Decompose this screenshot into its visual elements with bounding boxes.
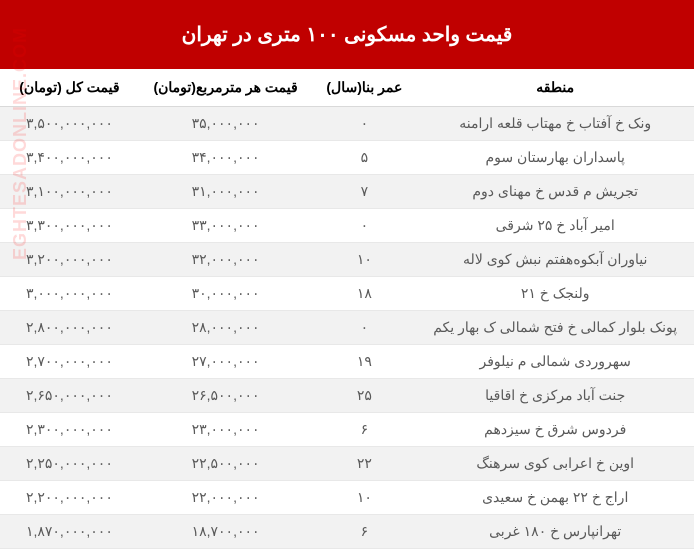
cell-total-price: ۳,۴۰۰,۰۰۰,۰۰۰ xyxy=(0,141,139,175)
table-row: ونک خ آفتاب خ مهتاب قلعه ارامنه۰۳۵,۰۰۰,۰… xyxy=(0,107,694,141)
cell-region: فردوس شرق خ سیزدهم xyxy=(416,413,694,447)
cell-region: تهرانپارس خ ۱۸۰ غربی xyxy=(416,515,694,549)
cell-age: ۶ xyxy=(312,515,416,549)
header-age: عمر بنا(سال) xyxy=(312,69,416,107)
cell-region: ولنجک خ ۲۱ xyxy=(416,277,694,311)
cell-price-per-m: ۳۰,۰۰۰,۰۰۰ xyxy=(139,277,313,311)
header-price-per-m: قیمت هر مترمربع(تومان) xyxy=(139,69,313,107)
cell-age: ۰ xyxy=(312,311,416,345)
cell-price-per-m: ۲۸,۰۰۰,۰۰۰ xyxy=(139,311,313,345)
cell-total-price: ۳,۰۰۰,۰۰۰,۰۰۰ xyxy=(0,277,139,311)
cell-total-price: ۳,۳۰۰,۰۰۰,۰۰۰ xyxy=(0,209,139,243)
cell-total-price: ۲,۸۰۰,۰۰۰,۰۰۰ xyxy=(0,311,139,345)
cell-total-price: ۳,۱۰۰,۰۰۰,۰۰۰ xyxy=(0,175,139,209)
cell-region: امیر آباد خ ۲۵ شرقی xyxy=(416,209,694,243)
cell-age: ۱۰ xyxy=(312,243,416,277)
cell-age: ۱۸ xyxy=(312,277,416,311)
cell-age: ۰ xyxy=(312,209,416,243)
table-row: امیر آباد خ ۲۵ شرقی۰۳۳,۰۰۰,۰۰۰۳,۳۰۰,۰۰۰,… xyxy=(0,209,694,243)
cell-age: ۱۹ xyxy=(312,345,416,379)
cell-price-per-m: ۳۵,۰۰۰,۰۰۰ xyxy=(139,107,313,141)
table-row: پونک بلوار کمالی خ فتح شمالی ک بهار یکم۰… xyxy=(0,311,694,345)
price-table-container: { "title": "قیمت واحد مسکونی ۱۰۰ متری در… xyxy=(0,0,694,549)
cell-region: اراج خ ۲۲ بهمن خ سعیدی xyxy=(416,481,694,515)
price-table: منطقه عمر بنا(سال) قیمت هر مترمربع(تومان… xyxy=(0,69,694,549)
cell-total-price: ۱,۸۷۰,۰۰۰,۰۰۰ xyxy=(0,515,139,549)
table-row: اراج خ ۲۲ بهمن خ سعیدی۱۰۲۲,۰۰۰,۰۰۰۲,۲۰۰,… xyxy=(0,481,694,515)
cell-age: ۲۵ xyxy=(312,379,416,413)
cell-total-price: ۲,۲۵۰,۰۰۰,۰۰۰ xyxy=(0,447,139,481)
header-row: منطقه عمر بنا(سال) قیمت هر مترمربع(تومان… xyxy=(0,69,694,107)
cell-age: ۵ xyxy=(312,141,416,175)
cell-region: تجریش م قدس خ مهنای دوم xyxy=(416,175,694,209)
cell-price-per-m: ۲۲,۰۰۰,۰۰۰ xyxy=(139,481,313,515)
cell-region: سهروردی شمالی م نیلوفر xyxy=(416,345,694,379)
cell-total-price: ۲,۲۰۰,۰۰۰,۰۰۰ xyxy=(0,481,139,515)
header-region: منطقه xyxy=(416,69,694,107)
cell-price-per-m: ۱۸,۷۰۰,۰۰۰ xyxy=(139,515,313,549)
header-total-price: قیمت کل (تومان) xyxy=(0,69,139,107)
cell-total-price: ۲,۳۰۰,۰۰۰,۰۰۰ xyxy=(0,413,139,447)
cell-region: ونک خ آفتاب خ مهتاب قلعه ارامنه xyxy=(416,107,694,141)
cell-price-per-m: ۲۲,۵۰۰,۰۰۰ xyxy=(139,447,313,481)
cell-age: ۷ xyxy=(312,175,416,209)
cell-price-per-m: ۲۳,۰۰۰,۰۰۰ xyxy=(139,413,313,447)
table-row: اوین خ اعرابی کوی سرهنگ۲۲۲۲,۵۰۰,۰۰۰۲,۲۵۰… xyxy=(0,447,694,481)
cell-price-per-m: ۳۱,۰۰۰,۰۰۰ xyxy=(139,175,313,209)
table-row: فردوس شرق خ سیزدهم۶۲۳,۰۰۰,۰۰۰۲,۳۰۰,۰۰۰,۰… xyxy=(0,413,694,447)
cell-region: جنت آباد مرکزی خ اقاقیا xyxy=(416,379,694,413)
cell-price-per-m: ۲۶,۵۰۰,۰۰۰ xyxy=(139,379,313,413)
cell-region: نیاوران آبکوه‌هفتم نبش کوی لاله xyxy=(416,243,694,277)
table-row: پاسداران بهارستان سوم۵۳۴,۰۰۰,۰۰۰۳,۴۰۰,۰۰… xyxy=(0,141,694,175)
cell-age: ۲۲ xyxy=(312,447,416,481)
table-row: تجریش م قدس خ مهنای دوم۷۳۱,۰۰۰,۰۰۰۳,۱۰۰,… xyxy=(0,175,694,209)
cell-age: ۶ xyxy=(312,413,416,447)
cell-total-price: ۲,۶۵۰,۰۰۰,۰۰۰ xyxy=(0,379,139,413)
cell-price-per-m: ۳۳,۰۰۰,۰۰۰ xyxy=(139,209,313,243)
table-row: جنت آباد مرکزی خ اقاقیا۲۵۲۶,۵۰۰,۰۰۰۲,۶۵۰… xyxy=(0,379,694,413)
cell-total-price: ۲,۷۰۰,۰۰۰,۰۰۰ xyxy=(0,345,139,379)
table-row: ولنجک خ ۲۱۱۸۳۰,۰۰۰,۰۰۰۳,۰۰۰,۰۰۰,۰۰۰ xyxy=(0,277,694,311)
cell-price-per-m: ۳۲,۰۰۰,۰۰۰ xyxy=(139,243,313,277)
cell-price-per-m: ۳۴,۰۰۰,۰۰۰ xyxy=(139,141,313,175)
cell-region: اوین خ اعرابی کوی سرهنگ xyxy=(416,447,694,481)
table-row: تهرانپارس خ ۱۸۰ غربی۶۱۸,۷۰۰,۰۰۰۱,۸۷۰,۰۰۰… xyxy=(0,515,694,549)
cell-region: پونک بلوار کمالی خ فتح شمالی ک بهار یکم xyxy=(416,311,694,345)
cell-total-price: ۳,۵۰۰,۰۰۰,۰۰۰ xyxy=(0,107,139,141)
cell-region: پاسداران بهارستان سوم xyxy=(416,141,694,175)
table-title: قیمت واحد مسکونی ۱۰۰ متری در تهران xyxy=(0,0,694,69)
table-row: سهروردی شمالی م نیلوفر۱۹۲۷,۰۰۰,۰۰۰۲,۷۰۰,… xyxy=(0,345,694,379)
cell-age: ۱۰ xyxy=(312,481,416,515)
cell-total-price: ۳,۲۰۰,۰۰۰,۰۰۰ xyxy=(0,243,139,277)
cell-price-per-m: ۲۷,۰۰۰,۰۰۰ xyxy=(139,345,313,379)
table-row: نیاوران آبکوه‌هفتم نبش کوی لاله۱۰۳۲,۰۰۰,… xyxy=(0,243,694,277)
cell-age: ۰ xyxy=(312,107,416,141)
